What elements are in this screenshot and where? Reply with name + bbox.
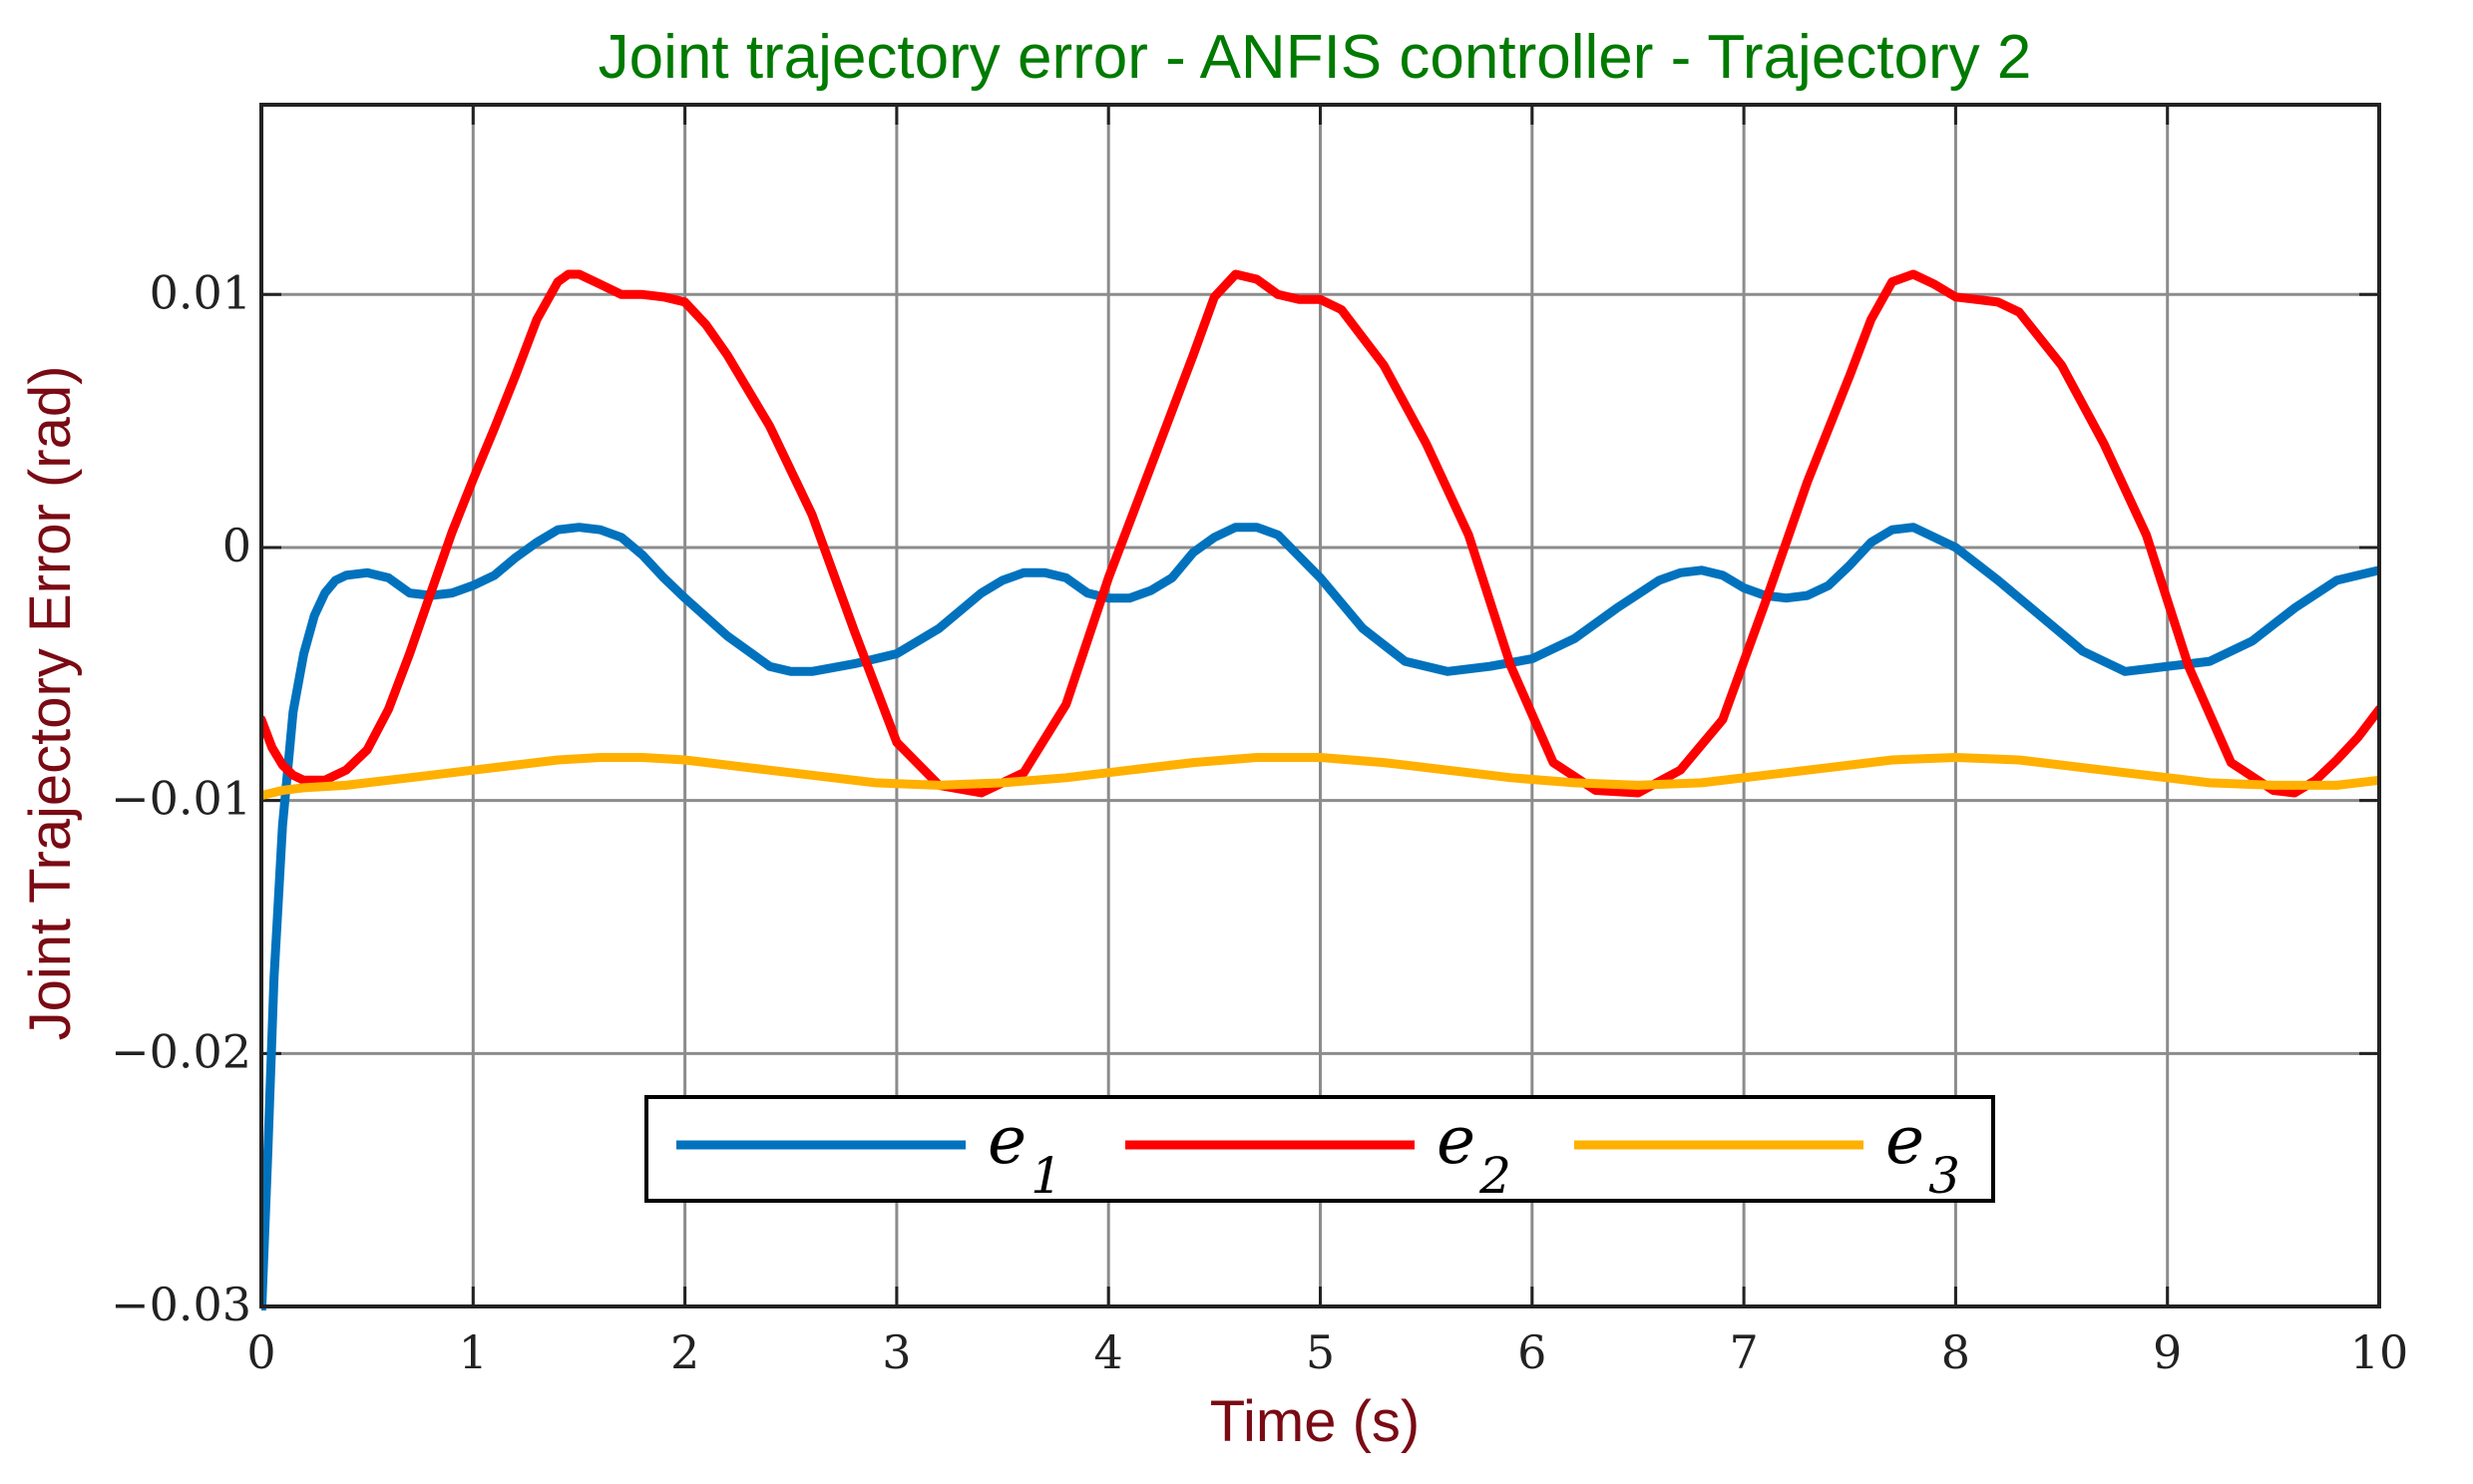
series-group bbox=[261, 269, 2379, 1310]
x-tick-label: 1 bbox=[459, 1325, 488, 1379]
x-tick-label: 2 bbox=[670, 1325, 699, 1379]
axes-frame bbox=[259, 103, 2381, 1308]
x-tick-label: 9 bbox=[2153, 1325, 2182, 1379]
y-tick-label: 0 bbox=[222, 519, 251, 572]
x-tick-label: 4 bbox=[1094, 1325, 1123, 1379]
y-tick-label: −0.02 bbox=[111, 1024, 251, 1078]
x-tick-label: 0 bbox=[246, 1325, 275, 1379]
chart-title: Joint trajectory error - ANFIS controlle… bbox=[599, 23, 2032, 92]
x-tick-label: 3 bbox=[882, 1325, 911, 1379]
y-tick-label: −0.01 bbox=[111, 772, 251, 826]
x-tick-label: 10 bbox=[2350, 1325, 2409, 1379]
series-line-e2 bbox=[261, 269, 2379, 798]
x-tick-label: 8 bbox=[1941, 1325, 1970, 1379]
series-line-e3 bbox=[261, 753, 2379, 801]
y-tick-label: −0.03 bbox=[111, 1278, 251, 1331]
y-tick-label: 0.01 bbox=[150, 265, 251, 319]
legend-label-e1: e1 bbox=[988, 1102, 1062, 1205]
plot-area: 0 1 2 3 4 5 6 7 8 9 10 −0.03 −0.02 −0.01 0 0.01 e1 e2 e3 bbox=[111, 103, 2409, 1379]
x-tick-label: 6 bbox=[1517, 1325, 1546, 1379]
y-axis-label: Joint Trajectory Error (rad) bbox=[18, 366, 83, 1041]
legend-label-e3: e3 bbox=[1885, 1102, 1960, 1205]
x-tick-label: 5 bbox=[1306, 1325, 1335, 1379]
x-tick-label: 7 bbox=[1729, 1325, 1758, 1379]
x-axis-label: Time (s) bbox=[1210, 1389, 1420, 1454]
legend-label-e2: e2 bbox=[1437, 1102, 1511, 1205]
